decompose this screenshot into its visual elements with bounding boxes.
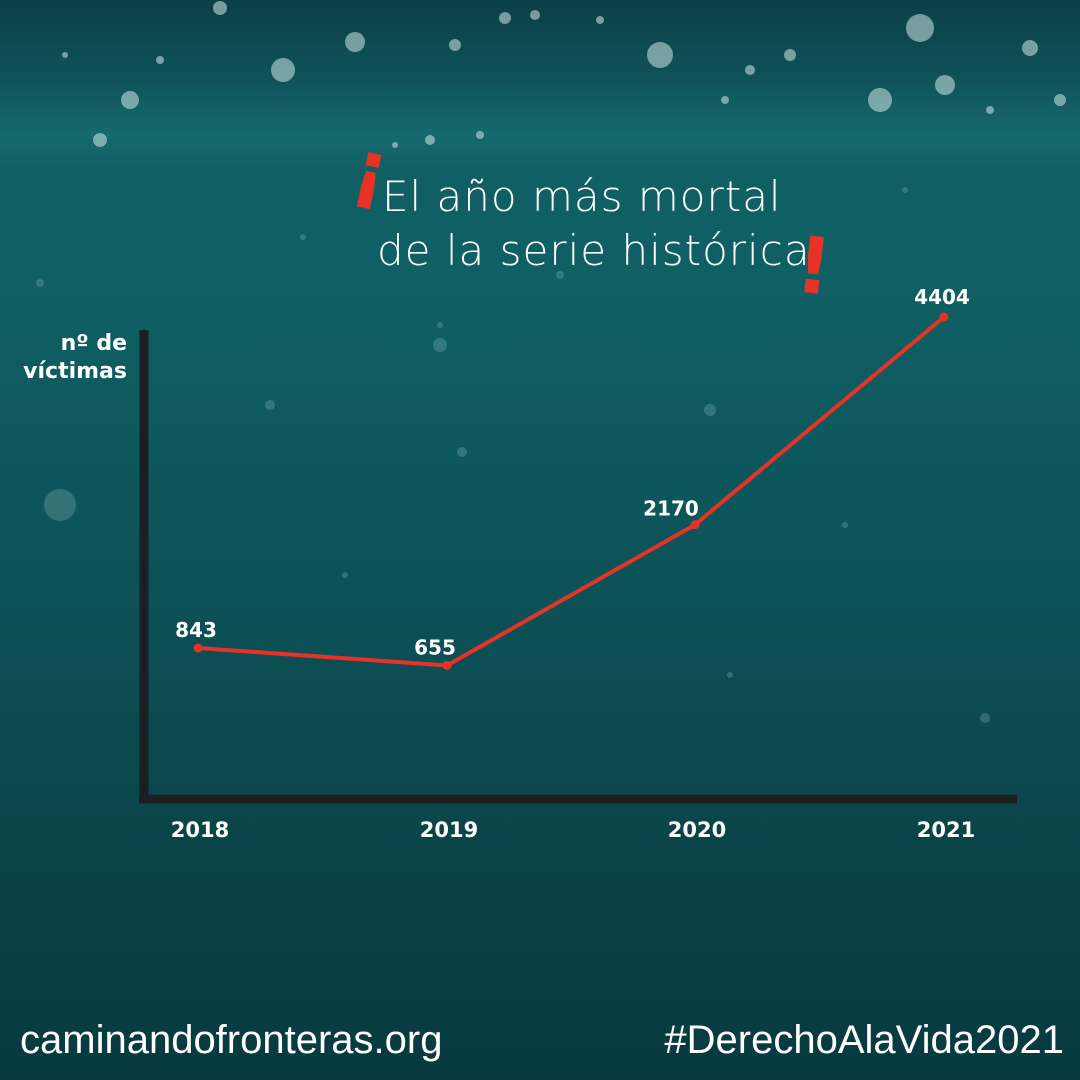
data-point <box>939 312 949 322</box>
data-point <box>442 660 452 670</box>
y-axis-label: nº de víctimas <box>23 330 127 386</box>
x-tick-label: 2021 <box>917 818 975 842</box>
title-line-2: de la serie histórica <box>377 226 811 275</box>
website-link[interactable]: caminandofronteras.org <box>20 1018 443 1062</box>
x-tick-label: 2020 <box>668 818 726 842</box>
data-label: 2170 <box>643 497 699 521</box>
data-label: 843 <box>175 618 217 642</box>
y-axis-label-line-2: víctimas <box>23 359 127 384</box>
y-axis-label-line-1: nº de <box>60 331 127 356</box>
data-point <box>193 643 203 653</box>
data-point <box>690 520 700 530</box>
x-tick-label: 2019 <box>420 818 478 842</box>
data-label: 4404 <box>914 285 970 309</box>
hashtag: #DerechoAlaVida2021 <box>664 1018 1064 1062</box>
title-line-1: El año más mortal <box>382 172 782 221</box>
water-surface <box>0 0 1080 170</box>
x-tick-label: 2018 <box>171 818 229 842</box>
series-line <box>196 315 946 668</box>
chart-title: El año más mortal de la serie histórica <box>350 170 850 278</box>
data-label: 655 <box>414 635 456 659</box>
